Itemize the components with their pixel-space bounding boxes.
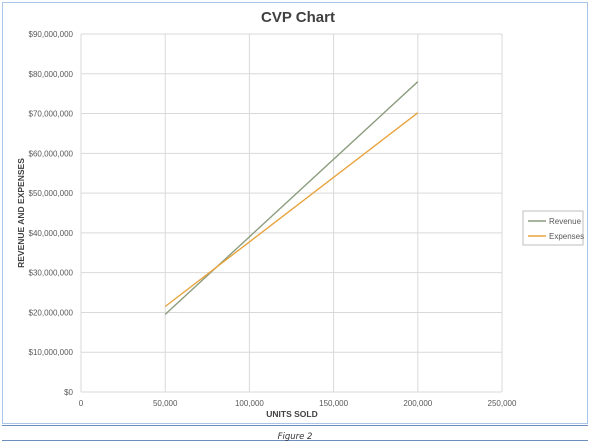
y-tick-label: $0 bbox=[64, 388, 73, 397]
x-tick-label: 150,000 bbox=[319, 399, 348, 408]
x-tick-label: 250,000 bbox=[488, 399, 517, 408]
chart-title: CVP Chart bbox=[261, 9, 335, 26]
legend-box bbox=[522, 210, 584, 246]
figure-caption-bar: Figure 2 bbox=[2, 425, 588, 442]
y-tick-label: $60,000,000 bbox=[29, 149, 74, 158]
y-tick-label: $70,000,000 bbox=[29, 110, 74, 119]
y-tick-label: $80,000,000 bbox=[29, 70, 74, 79]
x-axis-title: UNITS SOLD bbox=[266, 409, 317, 419]
legend-entries: Revenue Expenses bbox=[528, 217, 584, 241]
figure-caption: Figure 2 bbox=[277, 432, 313, 442]
series-line-expenses bbox=[164, 112, 419, 308]
cvp-chart: CVP Chart $0 $10,000,000 $20,000,000 $30,00… bbox=[16, 9, 584, 419]
y-tick-label: $30,000,000 bbox=[29, 269, 74, 278]
y-tick-label: $40,000,000 bbox=[29, 229, 74, 238]
tick-labels: $0 $10,000,000 $20,000,000 $30,000,000 $40,0… bbox=[29, 30, 518, 408]
x-tick-label: 200,000 bbox=[403, 399, 432, 408]
series-lines bbox=[164, 81, 419, 315]
x-tick-label: 0 bbox=[79, 399, 84, 408]
y-tick-label: $20,000,000 bbox=[29, 308, 74, 317]
y-tick-label: $10,000,000 bbox=[29, 348, 74, 357]
y-tick-label: $50,000,000 bbox=[29, 189, 74, 198]
legend-label-expenses: Expenses bbox=[549, 232, 584, 241]
grid-lines bbox=[80, 33, 503, 393]
x-tick-label: 50,000 bbox=[153, 399, 178, 408]
y-axis-title: REVENUE AND EXPENSES bbox=[16, 158, 26, 268]
x-tick-label: 100,000 bbox=[235, 399, 264, 408]
series-line-revenue bbox=[164, 81, 419, 315]
legend-label-revenue: Revenue bbox=[549, 217, 582, 226]
chart-frame: CVP Chart $0 $10,000,000 $20,000,000 $30,00… bbox=[2, 2, 588, 424]
y-tick-label: $90,000,000 bbox=[29, 30, 74, 39]
legend: Revenue Expenses bbox=[522, 210, 584, 246]
